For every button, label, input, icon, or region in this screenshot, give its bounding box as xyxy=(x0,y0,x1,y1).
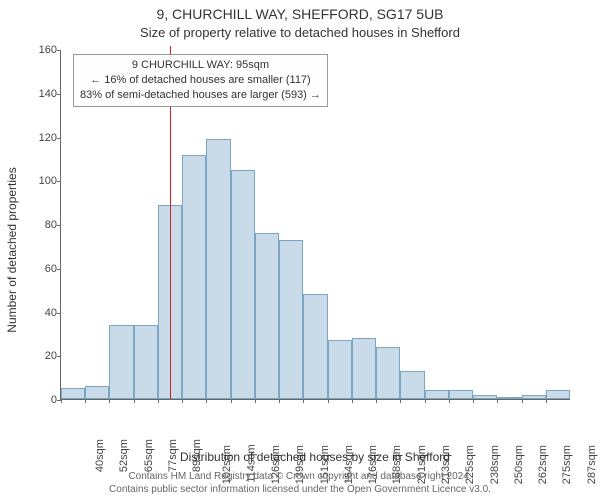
annotation-line3: 83% of semi-detached houses are larger (… xyxy=(80,88,321,103)
caption-line2: Contains public sector information licen… xyxy=(109,484,491,495)
y-tick-label: 160 xyxy=(39,44,57,56)
x-tick-mark xyxy=(522,399,523,403)
x-tick-label: 287sqm xyxy=(586,406,598,445)
x-tick-mark xyxy=(231,399,232,403)
x-tick-label: 40sqm xyxy=(94,406,106,439)
x-tick-mark xyxy=(61,399,62,403)
x-tick-label: 176sqm xyxy=(367,406,379,445)
title-sub: Size of property relative to detached ho… xyxy=(0,25,600,40)
x-tick-label: 114sqm xyxy=(245,406,257,444)
x-tick-mark xyxy=(255,399,256,403)
y-tick-label: 100 xyxy=(39,175,57,187)
x-tick-mark xyxy=(328,399,329,403)
y-tick-label: 80 xyxy=(45,219,57,231)
x-tick-label: 151sqm xyxy=(319,406,331,445)
y-tick-label: 120 xyxy=(39,132,57,144)
x-axis-label: Distribution of detached houses by size … xyxy=(60,450,570,464)
x-tick-mark xyxy=(134,399,135,403)
x-tick-mark xyxy=(182,399,183,403)
x-tick-label: 275sqm xyxy=(562,406,574,445)
x-tick-label: 139sqm xyxy=(294,406,306,445)
x-tick-label: 250sqm xyxy=(513,406,525,445)
caption-line1: Contains HM Land Registry data © Crown c… xyxy=(128,471,471,482)
x-tick-label: 52sqm xyxy=(118,406,130,439)
x-tick-mark xyxy=(352,399,353,403)
y-tick-label: 140 xyxy=(39,88,57,100)
x-tick-mark xyxy=(546,399,547,403)
x-tick-mark xyxy=(206,399,207,403)
x-tick-mark xyxy=(497,399,498,403)
x-tick-label: 238sqm xyxy=(489,406,501,445)
annotation-box: 9 CHURCHILL WAY: 95sqm ← 16% of detached… xyxy=(73,54,328,107)
x-tick-mark xyxy=(85,399,86,403)
x-tick-mark xyxy=(158,399,159,403)
x-tick-label: 225sqm xyxy=(464,406,476,445)
chart-container: 9, CHURCHILL WAY, SHEFFORD, SG17 5UB Siz… xyxy=(0,0,600,500)
x-tick-label: 188sqm xyxy=(392,406,404,445)
x-tick-mark xyxy=(473,399,474,403)
title-main: 9, CHURCHILL WAY, SHEFFORD, SG17 5UB xyxy=(0,6,600,22)
x-tick-mark xyxy=(400,399,401,403)
x-tick-label: 126sqm xyxy=(270,406,282,445)
annotation-line2: ← 16% of detached houses are smaller (11… xyxy=(80,73,321,88)
x-tick-label: 102sqm xyxy=(222,406,234,445)
x-tick-label: 65sqm xyxy=(143,406,155,439)
y-axis-label: Number of detached properties xyxy=(5,167,19,332)
x-tick-label: 89sqm xyxy=(191,406,203,439)
y-tick-label: 60 xyxy=(45,263,57,275)
x-tick-mark xyxy=(109,399,110,403)
plot-area: 020406080100120140160 9 CHURCHILL WAY: 9… xyxy=(60,50,570,400)
x-tick-mark xyxy=(376,399,377,403)
x-tick-label: 262sqm xyxy=(537,406,549,445)
y-tick-label: 40 xyxy=(45,307,57,319)
y-tick-label: 20 xyxy=(45,350,57,362)
x-tick-mark xyxy=(303,399,304,403)
caption: Contains HM Land Registry data © Crown c… xyxy=(0,471,600,496)
x-tick-label: 164sqm xyxy=(343,406,355,445)
x-tick-mark xyxy=(279,399,280,403)
x-tick-label: 77sqm xyxy=(167,406,179,439)
x-tick-mark xyxy=(425,399,426,403)
annotation-line1: 9 CHURCHILL WAY: 95sqm xyxy=(80,58,321,73)
x-tick-label: 213sqm xyxy=(440,406,452,445)
x-tick-mark xyxy=(449,399,450,403)
x-tick-label: 201sqm xyxy=(416,406,428,445)
